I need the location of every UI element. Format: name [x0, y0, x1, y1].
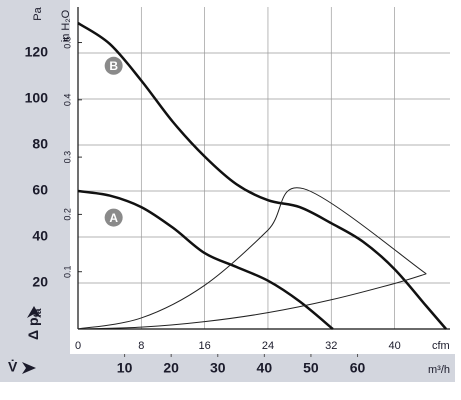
- y2-unit: in H₂O: [60, 9, 72, 42]
- y-tick-label: 40: [32, 228, 48, 244]
- y-label-sub: fa: [33, 308, 44, 317]
- x2-tick-label: 20: [163, 360, 179, 376]
- y-tick-label: 120: [25, 44, 49, 60]
- y-tick-label: 20: [32, 274, 48, 290]
- x-tick-label: 0: [75, 340, 81, 352]
- system-curve: [77, 273, 427, 330]
- y-arrow: [27, 306, 41, 318]
- x-tick-label: 8: [138, 340, 144, 352]
- x-label: V̇: [8, 359, 18, 375]
- series-badge: [104, 208, 123, 227]
- x-tick-label: 16: [199, 340, 211, 352]
- series-badge: [104, 56, 123, 75]
- x-tick-label: 32: [325, 340, 337, 352]
- x2-tick-label: 10: [117, 360, 133, 376]
- y-label: Δ pfa: [25, 308, 44, 340]
- y-label-main: Δ p: [25, 317, 41, 340]
- x-arrow: [22, 362, 36, 374]
- y-unit: Pa: [32, 6, 44, 20]
- y2-tick-label: 0.5: [62, 36, 72, 49]
- y2-tick-label: 0.4: [62, 94, 72, 107]
- x2-tick-label: 30: [210, 360, 226, 376]
- y-tick-label: 100: [25, 90, 49, 106]
- series-label: B: [109, 59, 118, 73]
- y2-tick-label: 0.1: [62, 265, 72, 278]
- left-band: [0, 0, 70, 382]
- bottom-band: [0, 354, 455, 382]
- curve: [77, 22, 447, 330]
- y-tick-label: 60: [32, 182, 48, 198]
- y2-tick-label: 0.2: [62, 208, 72, 221]
- x2-unit: m³/h: [428, 364, 450, 376]
- curve: [77, 189, 334, 330]
- x-tick-label: 40: [388, 340, 400, 352]
- x-unit: cfm: [432, 340, 450, 352]
- series-label: A: [109, 211, 118, 225]
- x2-tick-label: 40: [257, 360, 273, 376]
- y2-tick-label: 0.3: [62, 151, 72, 164]
- x-tick-label: 24: [262, 340, 274, 352]
- y-tick-label: 80: [32, 136, 48, 152]
- x2-tick-label: 60: [350, 360, 366, 376]
- y-label-group: Δ pfa: [25, 308, 44, 340]
- x2-tick-label: 50: [303, 360, 319, 376]
- system-curve: [77, 187, 427, 330]
